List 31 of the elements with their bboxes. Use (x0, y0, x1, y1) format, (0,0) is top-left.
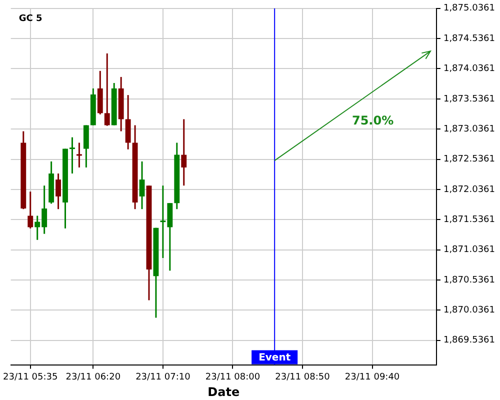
x-axis-title: Date (208, 384, 240, 399)
y-tick-label: 1,871.0361 (443, 245, 495, 256)
x-tick-label: 23/11 08:00 (205, 372, 260, 383)
y-tick-label: 1,874.5361 (443, 34, 495, 44)
y-tick-label: 1,873.0361 (443, 124, 495, 134)
text: GC 5 (18, 14, 42, 24)
y-tick-label: 1,870.5361 (443, 275, 495, 286)
candlestick (83, 124, 89, 168)
y-tick-label: 1,875.0361 (443, 4, 495, 14)
y-tick-label: 1,872.0361 (443, 184, 495, 195)
candlestick (28, 190, 34, 230)
x-tick-label: 23/11 08:50 (275, 372, 330, 383)
candlestick (56, 172, 61, 210)
y-tick-label: 1,871.5361 (443, 214, 495, 225)
x-tick-label: 23/11 05:35 (3, 372, 58, 383)
y-tick-label: 1,873.5361 (443, 94, 495, 104)
candlestick (76, 142, 82, 168)
y-tick-label: 1,872.5361 (443, 154, 495, 165)
candlestick (139, 160, 145, 210)
ref-line-label: Event (258, 352, 291, 364)
y-tick-label: 1,870.0361 (443, 305, 495, 316)
candlestick (125, 94, 131, 150)
candlestick (104, 52, 110, 127)
x-tick-label: 23/11 06:20 (66, 372, 121, 383)
candlestick (70, 136, 75, 174)
x-tick-label: 23/11 09:40 (344, 372, 400, 383)
y-tick-label: 1,874.0361 (443, 64, 495, 74)
y-tick-label: 1,869.5361 (443, 336, 495, 346)
x-tick-label: 23/11 07:10 (136, 372, 191, 383)
annotation: 75.0% (352, 113, 394, 128)
candlestick (181, 118, 187, 186)
